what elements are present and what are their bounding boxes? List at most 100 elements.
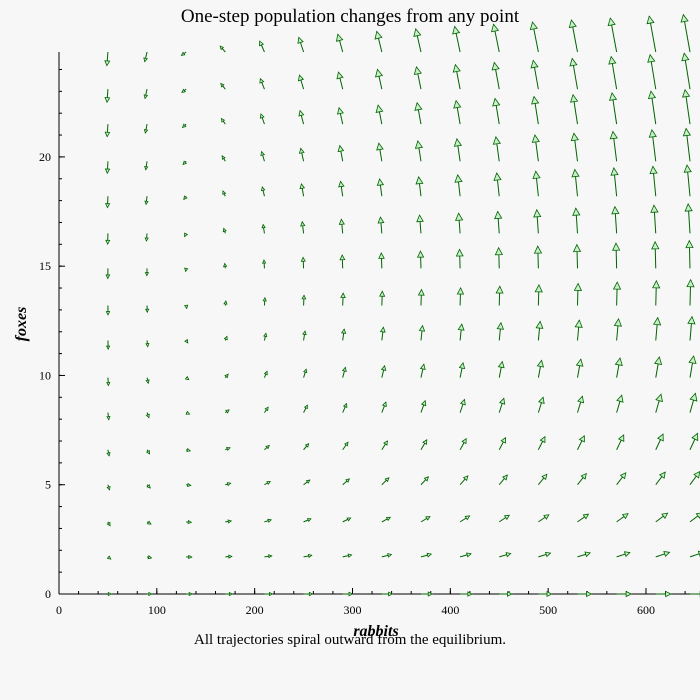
arrow-head bbox=[573, 282, 583, 291]
field-arrow bbox=[686, 278, 695, 306]
field-arrow bbox=[303, 553, 313, 559]
arrow-head bbox=[647, 53, 656, 63]
field-arrow bbox=[490, 23, 500, 53]
field-arrow bbox=[683, 164, 692, 197]
field-arrow bbox=[531, 134, 540, 162]
field-arrow bbox=[609, 130, 618, 162]
arrow-head bbox=[340, 292, 346, 299]
field-arrow bbox=[183, 304, 189, 310]
field-arrow bbox=[186, 482, 192, 488]
x-tick-label: 600 bbox=[637, 603, 655, 617]
arrow-head bbox=[259, 77, 265, 84]
field-arrow bbox=[143, 89, 149, 100]
arrow-head bbox=[187, 519, 193, 525]
arrow-head bbox=[609, 130, 618, 140]
arrow-head bbox=[453, 99, 462, 109]
arrow-head bbox=[494, 246, 504, 256]
field-arrow bbox=[655, 551, 671, 558]
arrow-head bbox=[228, 591, 234, 597]
x-tick-label: 200 bbox=[246, 603, 264, 617]
arrow-head bbox=[335, 33, 344, 42]
arrow-head bbox=[423, 476, 429, 482]
field-arrow bbox=[335, 33, 344, 53]
field-arrow bbox=[689, 392, 698, 413]
field-arrow bbox=[611, 205, 620, 234]
field-arrow bbox=[614, 357, 623, 378]
arrow-head bbox=[532, 170, 541, 180]
arrow-head bbox=[657, 433, 664, 442]
arrow-head bbox=[228, 554, 233, 559]
field-arrow bbox=[607, 17, 618, 53]
field-arrow bbox=[420, 439, 428, 451]
arrow-head bbox=[308, 591, 314, 597]
arrow-head bbox=[607, 17, 616, 27]
field-arrow bbox=[106, 521, 111, 527]
field-arrow bbox=[378, 252, 385, 269]
arrow-head bbox=[146, 520, 152, 525]
arrow-head bbox=[584, 551, 591, 558]
field-arrow bbox=[225, 519, 233, 524]
field-arrow bbox=[420, 399, 427, 413]
arrow-head bbox=[380, 364, 387, 371]
arrow-head bbox=[300, 220, 306, 227]
field-arrow bbox=[340, 328, 347, 341]
arrow-head bbox=[646, 15, 655, 25]
field-arrow bbox=[648, 128, 657, 162]
field-arrow bbox=[303, 591, 314, 597]
arrow-head bbox=[570, 93, 579, 103]
field-arrow bbox=[497, 360, 505, 378]
arrow-head bbox=[219, 45, 225, 51]
arrow-head bbox=[456, 286, 465, 295]
field-arrow bbox=[647, 53, 657, 90]
arrow-head bbox=[658, 471, 666, 479]
arrow-head bbox=[347, 553, 353, 558]
field-arrow bbox=[375, 104, 384, 125]
arrow-head bbox=[144, 237, 149, 242]
arrow-head bbox=[301, 294, 307, 300]
field-arrow bbox=[685, 239, 694, 269]
arrow-head bbox=[507, 591, 513, 597]
field-arrow bbox=[452, 63, 461, 90]
arrow-head bbox=[457, 323, 465, 331]
field-arrow bbox=[342, 402, 348, 413]
field-arrow bbox=[303, 518, 312, 523]
field-arrow bbox=[498, 474, 508, 486]
arrow-head bbox=[384, 477, 390, 483]
arrow-head bbox=[144, 272, 150, 277]
field-arrow bbox=[374, 30, 383, 53]
field-arrow bbox=[459, 437, 467, 450]
field-arrow bbox=[337, 144, 345, 162]
arrow-head bbox=[182, 160, 188, 166]
arrow-head bbox=[574, 319, 583, 328]
field-arrow bbox=[573, 282, 583, 306]
field-arrow bbox=[106, 555, 112, 560]
field-arrow bbox=[530, 59, 539, 90]
field-arrow bbox=[106, 412, 111, 421]
arrow-head bbox=[379, 326, 386, 333]
arrow-head bbox=[375, 104, 384, 113]
x-tick-label: 100 bbox=[148, 603, 166, 617]
arrow-head bbox=[262, 296, 267, 302]
arrow-head bbox=[493, 172, 502, 181]
arrow-head bbox=[220, 82, 225, 88]
arrow-head bbox=[221, 155, 226, 160]
field-arrow bbox=[452, 25, 461, 53]
axes: 0 100 200 300 400 500 600 0 5 10 15 20 bbox=[39, 52, 690, 617]
arrow-head bbox=[143, 94, 149, 100]
field-arrow bbox=[182, 160, 188, 166]
arrow-head bbox=[261, 223, 266, 229]
field-arrow bbox=[537, 435, 546, 450]
arrow-head bbox=[685, 239, 694, 249]
y-tick-label: 0 bbox=[45, 587, 51, 601]
field-arrow bbox=[498, 436, 507, 450]
field-arrow bbox=[612, 242, 621, 269]
arrow-head bbox=[338, 180, 345, 188]
arrow-head bbox=[608, 55, 617, 65]
field-arrow bbox=[493, 172, 502, 197]
field-arrow bbox=[220, 82, 226, 90]
field-arrow bbox=[453, 137, 463, 162]
arrow-head bbox=[145, 379, 150, 385]
field-arrow bbox=[336, 106, 344, 125]
field-arrow bbox=[104, 51, 111, 67]
field-arrow bbox=[682, 127, 692, 162]
